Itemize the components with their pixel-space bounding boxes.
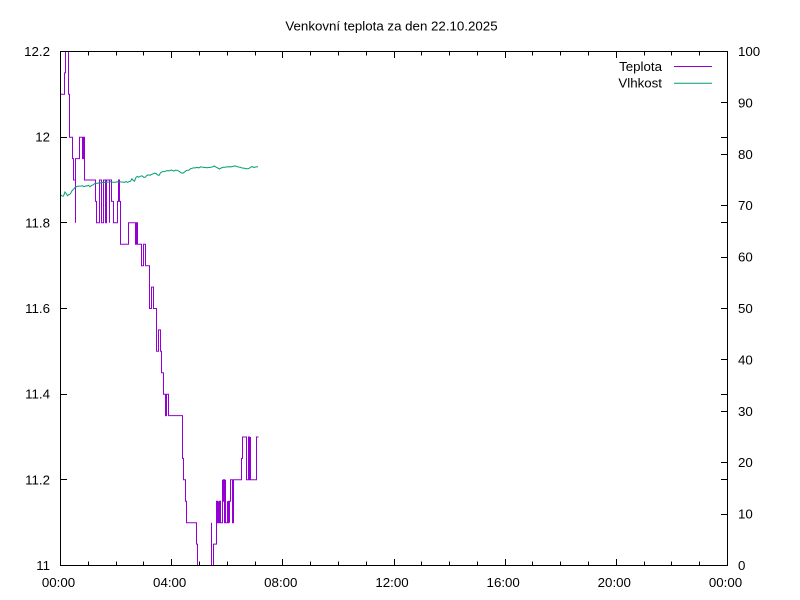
- svg-text:Vlhkost: Vlhkost: [618, 76, 662, 91]
- svg-text:0: 0: [738, 558, 745, 573]
- svg-text:11.6: 11.6: [25, 301, 50, 316]
- svg-text:90: 90: [738, 95, 753, 110]
- svg-text:80: 80: [738, 147, 753, 162]
- svg-text:Venkovní teplota za den 22.10.: Venkovní teplota za den 22.10.2025: [285, 19, 497, 34]
- svg-text:50: 50: [738, 301, 753, 316]
- svg-text:12: 12: [35, 130, 50, 145]
- svg-text:12:00: 12:00: [375, 575, 408, 590]
- svg-text:40: 40: [738, 352, 753, 367]
- svg-text:100: 100: [738, 44, 760, 59]
- svg-text:30: 30: [738, 404, 753, 419]
- svg-text:20:00: 20:00: [598, 575, 631, 590]
- svg-text:11.8: 11.8: [25, 215, 50, 230]
- svg-text:00:00: 00:00: [709, 575, 742, 590]
- svg-text:00:00: 00:00: [42, 575, 75, 590]
- svg-text:11.4: 11.4: [25, 387, 50, 402]
- svg-text:08:00: 08:00: [264, 575, 297, 590]
- svg-text:12.2: 12.2: [24, 44, 50, 59]
- svg-text:11: 11: [36, 558, 50, 573]
- svg-text:60: 60: [738, 250, 753, 265]
- svg-text:20: 20: [738, 455, 753, 470]
- svg-text:04:00: 04:00: [153, 575, 186, 590]
- svg-text:10: 10: [738, 507, 753, 522]
- svg-text:16:00: 16:00: [487, 575, 520, 590]
- svg-text:70: 70: [738, 198, 753, 213]
- svg-text:11.2: 11.2: [25, 472, 50, 487]
- svg-text:Teplota: Teplota: [619, 59, 662, 74]
